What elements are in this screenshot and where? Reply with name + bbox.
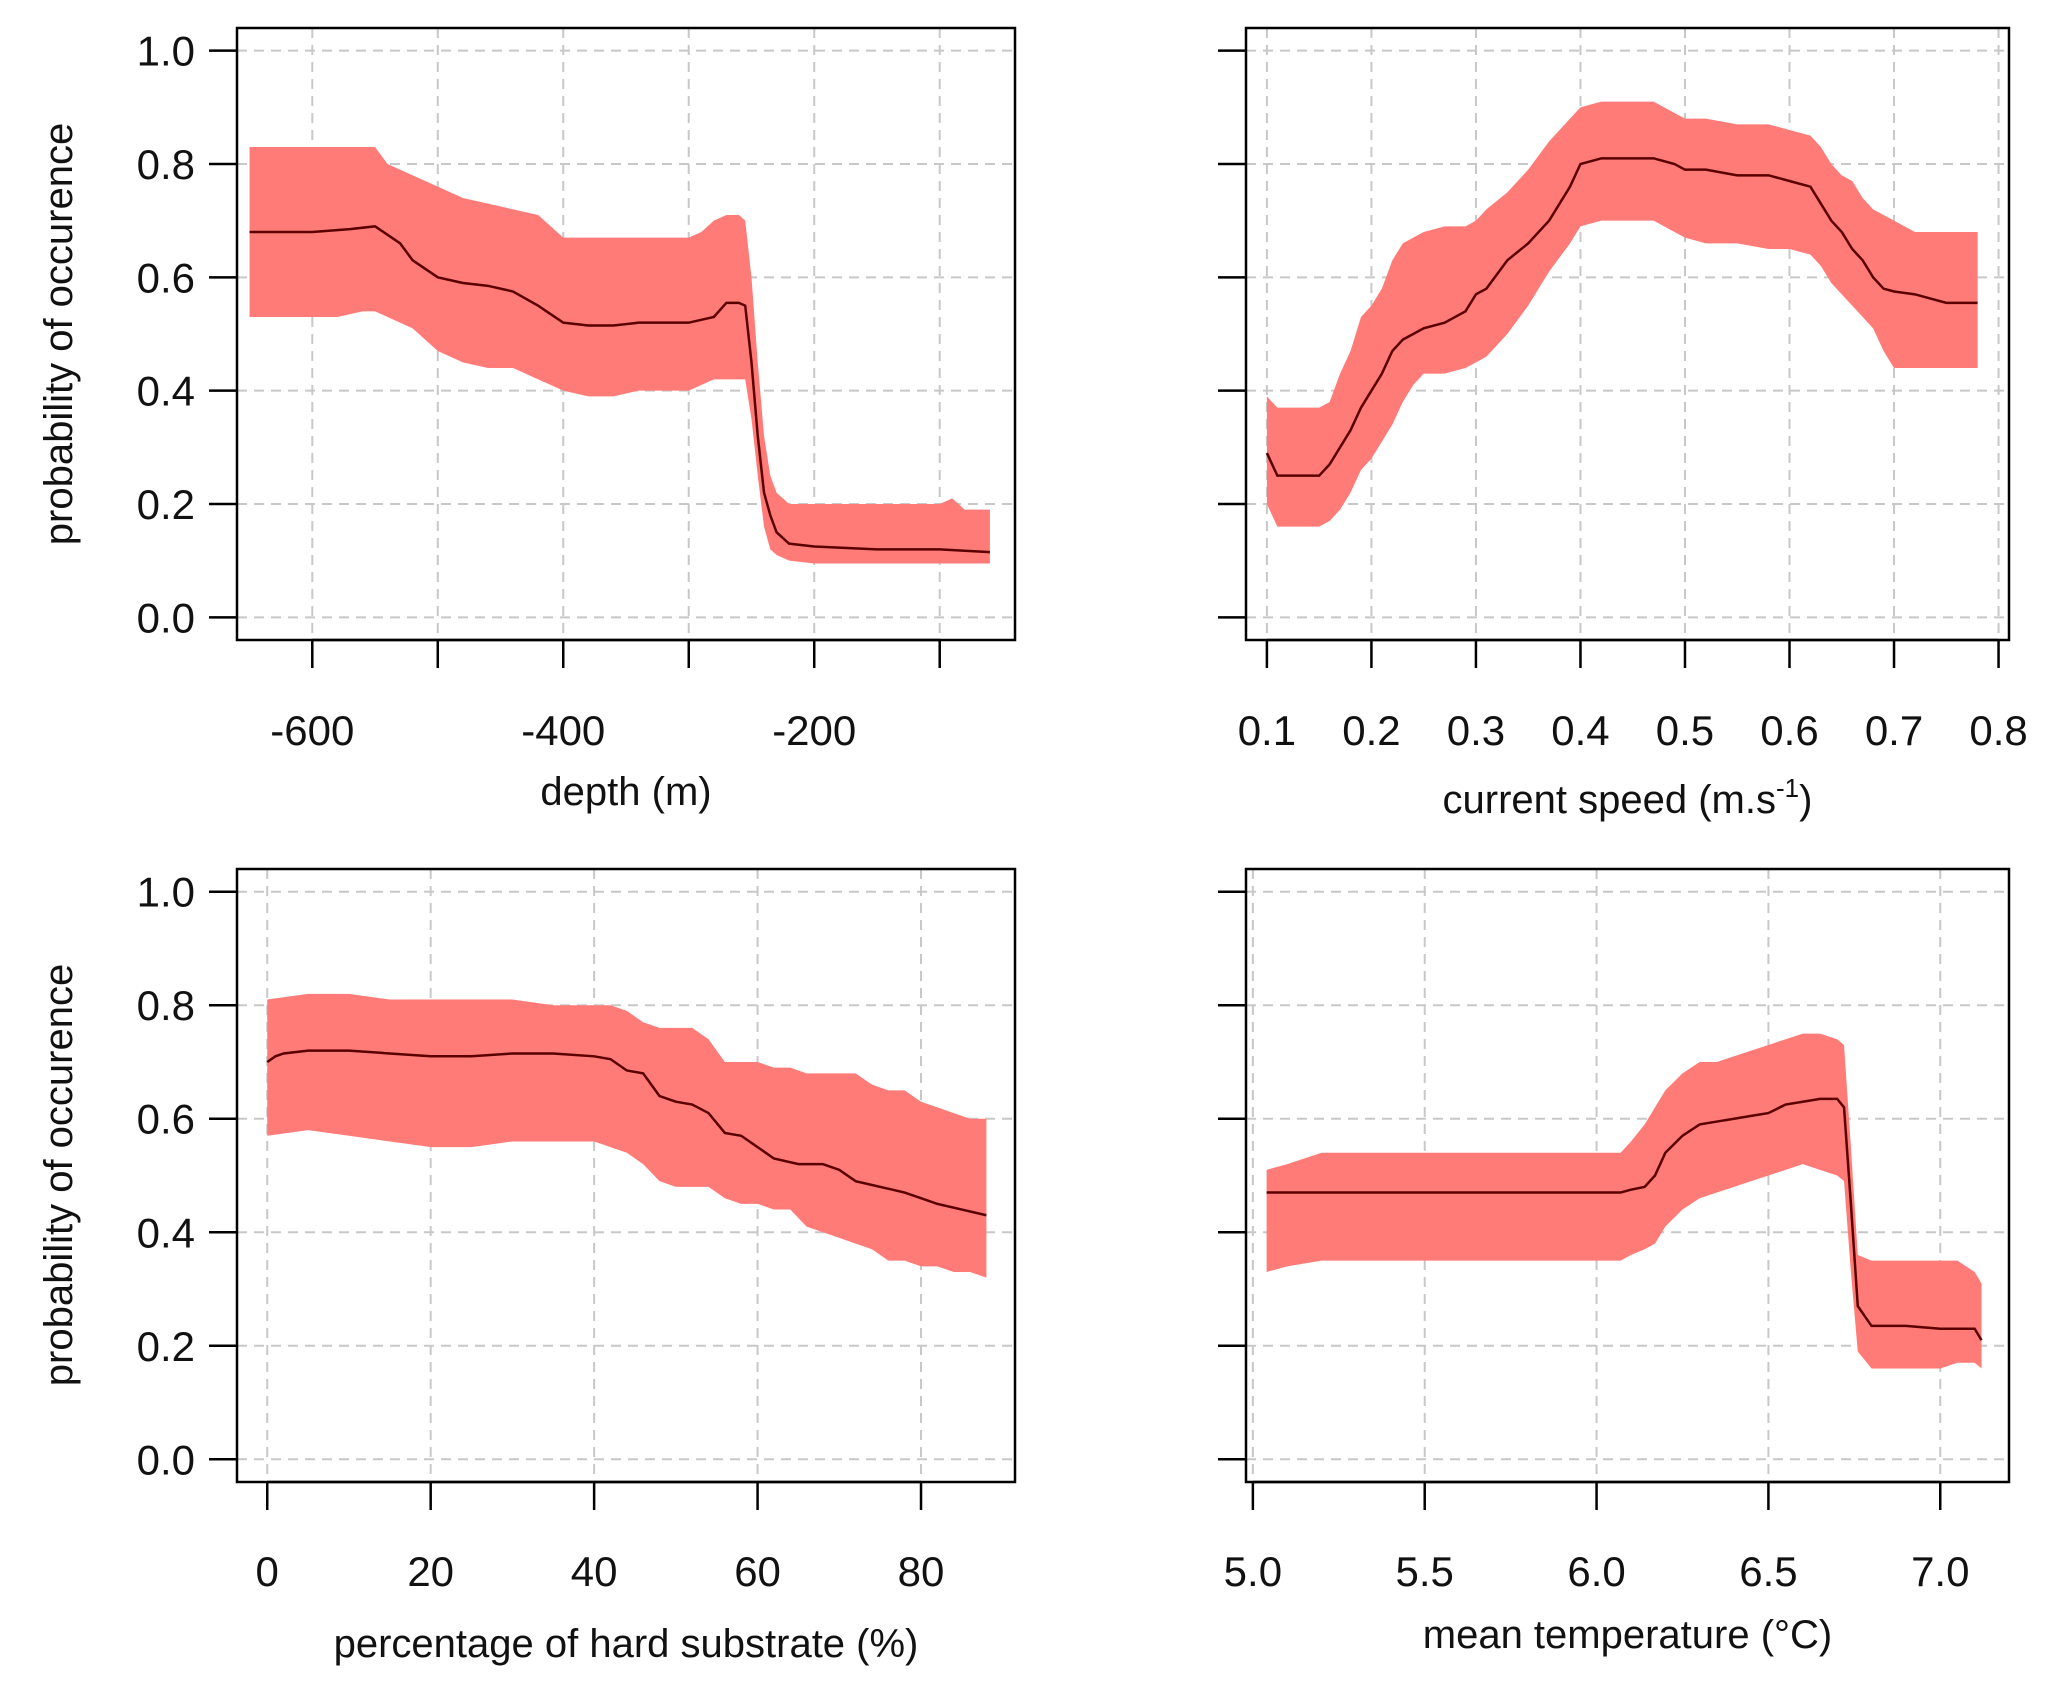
y-tick-label: 0.8 <box>137 982 195 1029</box>
x-axis-title: current speed (m.s-1) <box>1443 773 1813 822</box>
x-tick-label: 5.5 <box>1396 1548 1454 1595</box>
series-line-0 <box>1266 1097 1983 1341</box>
x-tick-label: 0.3 <box>1447 707 1505 754</box>
x-tick-label: 0.2 <box>1342 707 1400 754</box>
x-tick-label: 0.1 <box>1238 707 1296 754</box>
y-tick-label: 0.2 <box>137 481 195 528</box>
x-tick-label: -400 <box>521 707 605 754</box>
x-tick-label: 40 <box>571 1548 618 1595</box>
x-tick-label: 6.5 <box>1739 1548 1797 1595</box>
x-tick-label: 60 <box>734 1548 781 1595</box>
x-tick-label: 6.0 <box>1567 1548 1625 1595</box>
panel-hard-substrate: 0.0 0.2 0.4 0.6 0.8 1.0 0 20 40 60 80 percentage of… <box>37 867 1017 1666</box>
y-axis-title: probability of occurence <box>37 964 81 1386</box>
y-tick-label: 0.4 <box>137 1209 195 1256</box>
x-tick-label: 0.7 <box>1865 707 1923 754</box>
y-tick-label: 0.2 <box>137 1323 195 1370</box>
y-tick-label: 1.0 <box>137 28 195 75</box>
panel-depth: 0.0 0.2 0.4 0.6 0.8 1.0 -600 -400 -200 depth (m) p… <box>37 26 1017 814</box>
y-tick-label: 0.6 <box>137 1096 195 1143</box>
confidence-band <box>1266 1033 1982 1369</box>
series-line-0 <box>1265 157 1978 477</box>
x-tick-label: 5.0 <box>1224 1548 1282 1595</box>
panel-current-speed: 0.1 0.2 0.3 0.4 0.5 0.6 0.7 0.8 current speed (m… <box>1218 26 2028 822</box>
confidence-band <box>1266 101 1978 527</box>
x-axis-title: percentage of hard substrate (%) <box>334 1622 919 1666</box>
confidence-band <box>267 993 987 1278</box>
x-tick-label: 0.8 <box>1969 707 2027 754</box>
x-axis-title: depth (m) <box>540 770 711 814</box>
series-line-0 <box>266 1049 987 1217</box>
confidence-band <box>249 147 990 564</box>
series-line-0 <box>249 225 990 554</box>
x-tick-label: 0.4 <box>1551 707 1609 754</box>
x-axis-title: mean temperature (°C) <box>1423 1613 1832 1657</box>
panel-mean-temperature: 5.0 5.5 6.0 6.5 7.0 mean temperature (°C) <box>1218 867 2011 1657</box>
y-tick-label: 1.0 <box>137 869 195 916</box>
x-tick-label: 7.0 <box>1911 1548 1969 1595</box>
x-tick-label: 80 <box>898 1548 945 1595</box>
x-tick-label: 0.5 <box>1656 707 1714 754</box>
x-tick-label: 0.6 <box>1760 707 1818 754</box>
x-tick-label: -200 <box>772 707 856 754</box>
y-tick-label: 0.0 <box>137 1436 195 1483</box>
y-tick-label: 0.4 <box>137 368 195 415</box>
x-tick-label: -600 <box>270 707 354 754</box>
y-axis-title: probability of occurence <box>37 123 81 545</box>
y-tick-label: 0.8 <box>137 141 195 188</box>
x-tick-label: 0 <box>256 1548 279 1595</box>
x-tick-label: 20 <box>407 1548 454 1595</box>
y-tick-label: 0.0 <box>137 594 195 641</box>
y-tick-label: 0.6 <box>137 254 195 301</box>
